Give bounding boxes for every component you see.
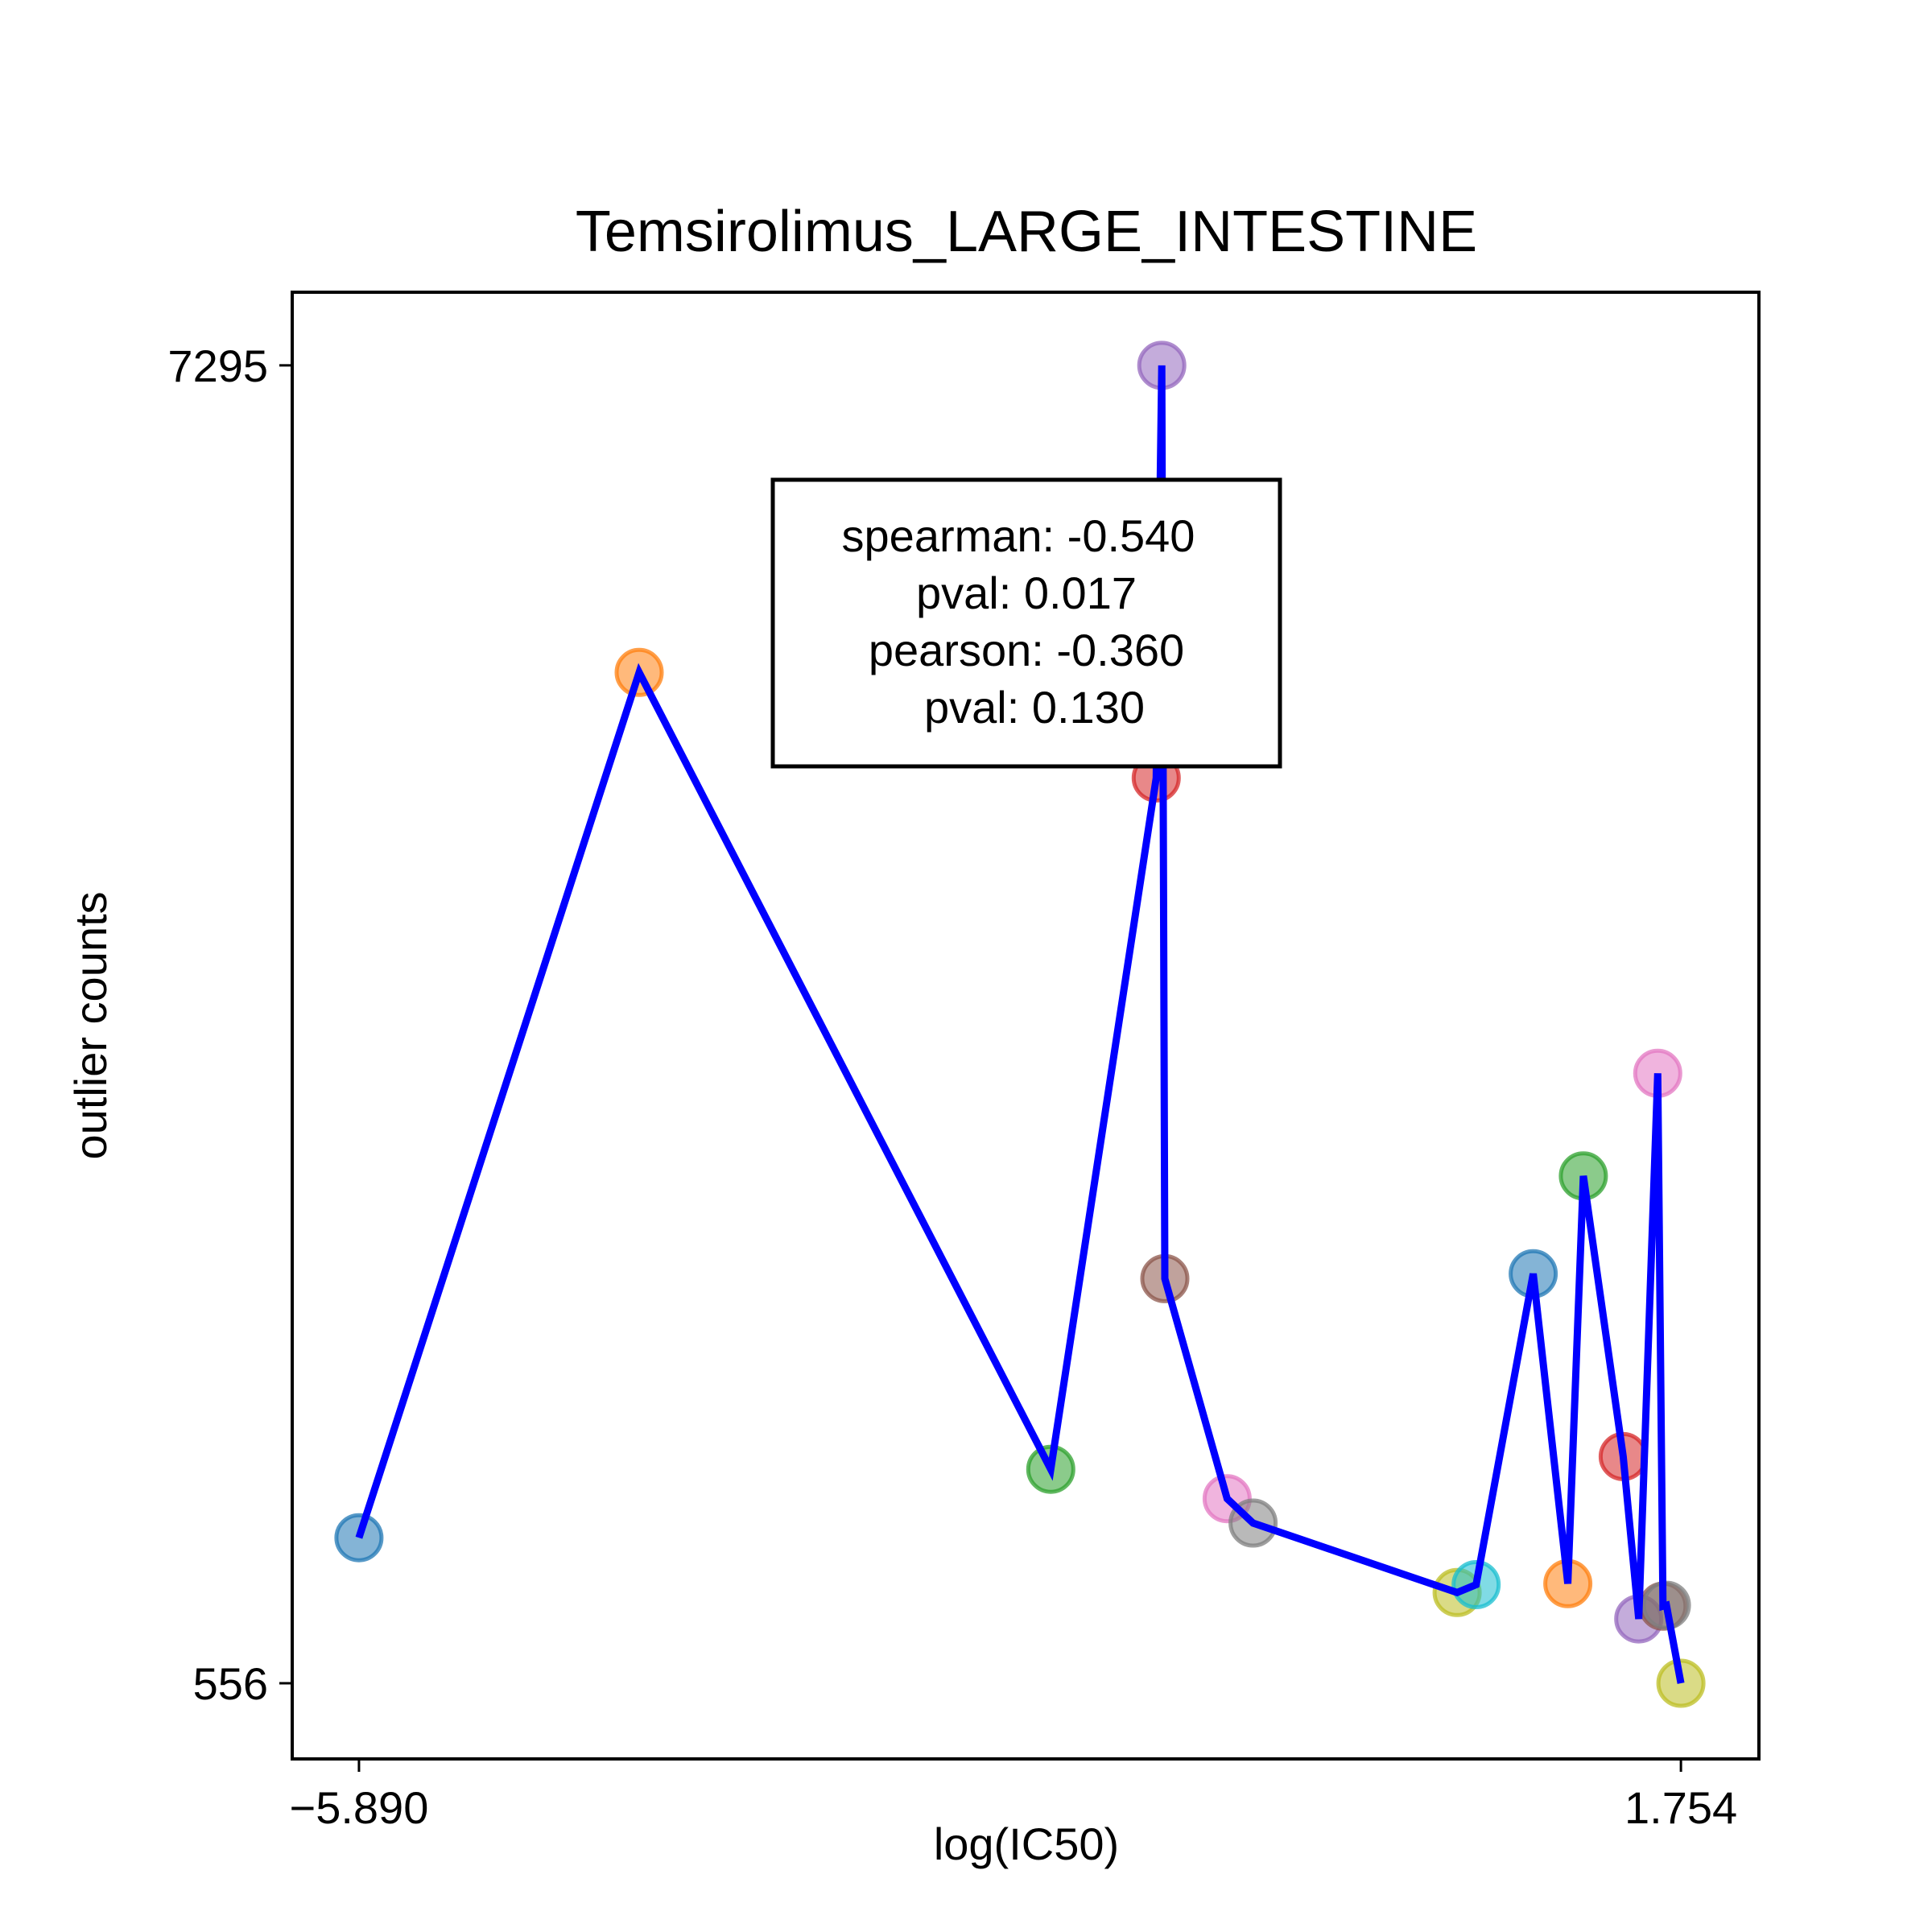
series-line-path (355, 365, 1685, 1684)
stats-spearman-pval: pval: 0.017 (916, 568, 1137, 618)
chart-title: Temsirolimus_LARGE_INTESTINE (576, 200, 1477, 264)
stats-box-frame (770, 477, 1282, 769)
stats-spearman: spearman: -0.540 (842, 510, 1195, 561)
x-axis: −5.890 1.754 (290, 1759, 1737, 1833)
series-line (355, 365, 1685, 1684)
stats-annotation: spearman: -0.540 pval: 0.017 pearson: -0… (770, 477, 1282, 769)
y-axis-label: outlier counts (65, 891, 116, 1159)
y-tick-label-0: 556 (193, 1658, 268, 1709)
x-axis-label: log(IC50) (934, 1818, 1119, 1869)
y-tick-label-1: 7295 (167, 341, 268, 391)
y-axis: 556 7295 (167, 341, 292, 1709)
x-tick-label-0: −5.890 (290, 1782, 429, 1833)
stats-pearson: pearson: -0.360 (869, 625, 1184, 675)
stats-pearson-pval: pval: 0.130 (924, 682, 1145, 733)
x-tick-label-1: 1.754 (1624, 1782, 1737, 1833)
plot-frame (291, 291, 1761, 1761)
